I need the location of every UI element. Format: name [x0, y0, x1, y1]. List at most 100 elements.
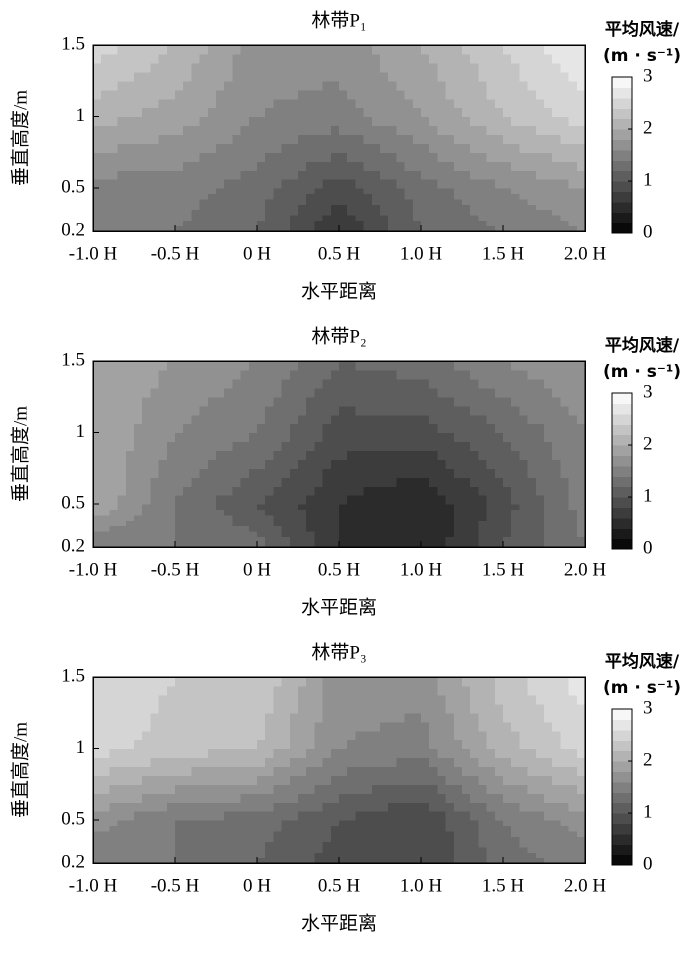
contour-cell — [560, 188, 570, 195]
contour-cell — [339, 520, 348, 527]
contour-cell — [412, 757, 422, 768]
contour-cell — [224, 748, 233, 759]
contour-cell — [142, 378, 151, 389]
contour-cell — [462, 486, 471, 496]
contour-cell — [183, 414, 192, 425]
contour-cell — [158, 811, 168, 821]
contour-cell — [371, 504, 381, 511]
contour-cell — [322, 45, 332, 55]
contour-cell — [134, 53, 143, 64]
contour-cell — [109, 80, 119, 91]
contour-cell — [371, 441, 381, 452]
y-tick-label: 1 — [76, 421, 86, 442]
contour-cell — [322, 857, 332, 864]
contour-cell — [535, 852, 545, 859]
contour-cell — [421, 62, 430, 73]
contour-cell — [445, 152, 455, 162]
contour-cell — [93, 220, 102, 227]
contour-cell — [207, 179, 217, 189]
contour-cell — [412, 830, 422, 837]
contour-cell — [519, 477, 529, 487]
contour-cell — [248, 414, 258, 425]
contour-cell — [117, 536, 127, 543]
contour-cell — [568, 143, 578, 153]
contour-cell — [306, 514, 315, 521]
contour-cell — [494, 793, 504, 803]
contour-cell — [339, 525, 348, 532]
contour-cell — [322, 441, 332, 452]
contour-cell — [429, 677, 438, 687]
contour-cell — [93, 107, 102, 118]
contour-cell — [453, 486, 463, 496]
contour-cell — [445, 170, 455, 180]
contour-cell — [445, 685, 455, 696]
contour-cell — [232, 89, 242, 100]
contour-cell — [519, 220, 529, 227]
contour-cell — [232, 775, 242, 785]
contour-cell — [560, 703, 570, 714]
contour-cell — [453, 107, 463, 118]
contour-cell — [273, 441, 283, 452]
contour-cell — [478, 107, 488, 118]
contour-cell — [330, 852, 340, 859]
contour-cell — [183, 188, 192, 195]
contour-cell — [207, 721, 217, 732]
contour-cell — [560, 71, 570, 82]
contour-cell — [437, 820, 447, 827]
contour-cell — [134, 220, 143, 227]
contour-cell — [216, 450, 225, 460]
contour-cell — [199, 846, 209, 853]
contour-cell — [478, 775, 488, 785]
contour-cell — [125, 468, 135, 478]
contour-cell — [568, 45, 578, 55]
contour-cell — [470, 71, 479, 82]
contour-cell — [150, 766, 160, 776]
contour-cell — [289, 811, 299, 821]
contour-cell — [429, 846, 438, 853]
contour-cell — [199, 170, 209, 180]
contour-cell — [535, 468, 545, 478]
contour-cell — [175, 98, 184, 109]
contour-cell — [216, 396, 225, 407]
contour-cell — [158, 541, 168, 548]
contour-cell — [257, 214, 266, 221]
contour-cell — [191, 852, 201, 859]
contour-cell — [93, 468, 102, 478]
contour-cell — [429, 820, 438, 827]
contour-cell — [191, 396, 201, 407]
contour-cell — [175, 536, 184, 543]
contour-cell — [380, 220, 389, 227]
contour-cell — [322, 468, 332, 478]
contour-cell — [535, 509, 545, 516]
contour-cell — [429, 841, 438, 848]
contour-cell — [380, 748, 389, 759]
contour-cell — [175, 193, 184, 200]
contour-cell — [289, 369, 299, 380]
contour-cell — [191, 71, 201, 82]
contour-cell — [388, 423, 397, 434]
contour-cell — [478, 766, 488, 776]
contour-cell — [363, 712, 373, 723]
contour-cell — [183, 134, 192, 144]
contour-cell — [421, 152, 430, 162]
contour-cell — [240, 536, 250, 543]
contour-cell — [453, 468, 463, 478]
contour-cell — [453, 730, 463, 741]
contour-cell — [412, 193, 422, 200]
contour-cell — [150, 71, 160, 82]
contour-cell — [494, 841, 504, 848]
contour-cell — [429, 536, 438, 543]
contour-cell — [142, 414, 151, 425]
contour-cell — [429, 703, 438, 714]
contour-cell — [224, 170, 233, 180]
contour-cell — [388, 775, 397, 785]
contour-cell — [568, 209, 578, 216]
contour-cell — [527, 712, 537, 723]
contour-cell — [519, 361, 529, 371]
contour-cell — [576, 468, 586, 478]
contour-cell — [371, 188, 381, 195]
contour-cell — [175, 214, 184, 221]
contour-cell — [158, 495, 168, 505]
contour-cell — [257, 712, 266, 723]
contour-cell — [412, 536, 422, 543]
